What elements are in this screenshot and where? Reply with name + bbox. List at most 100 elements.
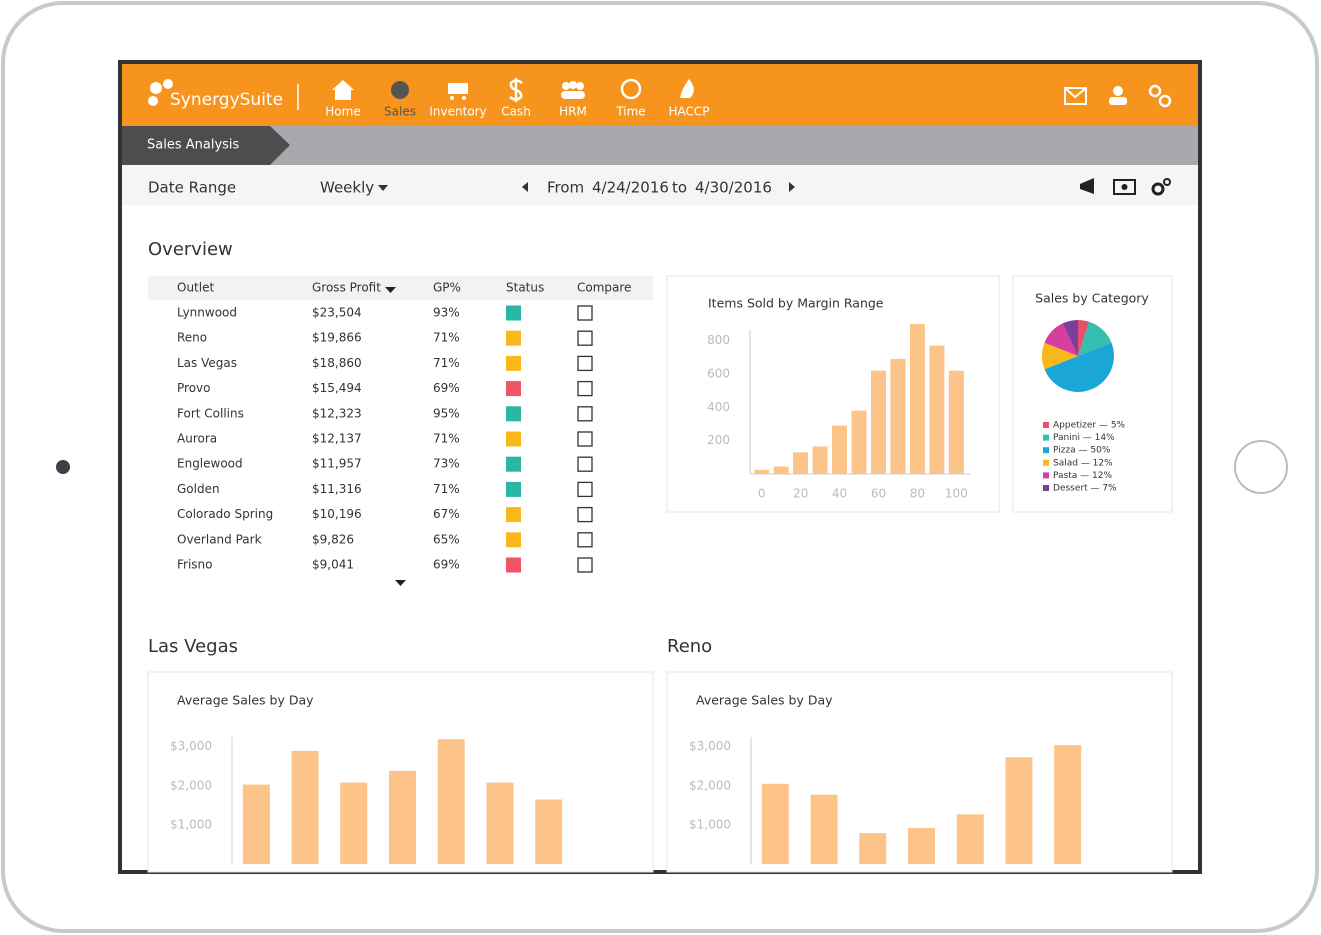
column-header[interactable]: Outlet [177,281,214,295]
pie-slice [1042,342,1078,370]
brand[interactable]: SynergySuite [170,90,283,110]
y-tick-label: $1,000 [170,817,212,831]
nav-item[interactable]: Home [325,105,360,119]
cell: $10,196 [312,507,362,521]
compare-checkbox[interactable] [577,506,593,523]
cell: 71% [433,432,460,446]
column-header[interactable]: Status [506,281,544,295]
bar [773,466,789,474]
header-icons[interactable] [1064,84,1172,108]
bar [793,452,809,474]
column-header[interactable]: Gross Profit [312,281,381,295]
cell: $23,504 [312,306,362,320]
column-header[interactable]: GP% [433,281,461,295]
status [506,305,521,321]
cell: 95% [433,406,460,420]
nav-item[interactable]: HRM [559,105,587,119]
column-header[interactable]: Compare [577,281,631,295]
next[interactable] [789,182,795,192]
cell: Reno [177,331,207,345]
compare-checkbox[interactable] [577,330,593,346]
cell: 69% [433,381,460,395]
cell: Fort Collins [177,406,244,420]
bar [437,739,465,864]
nav-item[interactable]: Sales [384,105,416,119]
x-tick-label: 40 [832,487,847,501]
compare-checkbox[interactable] [577,355,593,372]
cell: Frisno [177,558,213,572]
compare-checkbox[interactable] [577,305,593,321]
bar [890,359,906,474]
sort-caret[interactable] [385,287,396,293]
prev[interactable] [522,182,528,192]
y-tick-label: 800 [707,333,730,347]
subnav [122,126,1198,165]
legend-swatch [1043,459,1049,466]
top-nav [122,64,1198,126]
legend-label: Appetizer — 5% [1053,421,1126,431]
nav-item[interactable]: Time [615,105,645,119]
chart-title: Average Sales by Day [696,693,833,708]
logo [148,79,173,106]
to: to [672,179,687,197]
toolbar [122,165,1198,205]
compare-checkbox[interactable] [577,380,593,397]
chart-title: Items Sold by Margin Range [708,296,884,311]
y-tick-label: 200 [707,433,730,447]
card [1012,275,1173,513]
camera [56,460,70,474]
bar [1054,745,1082,864]
bar [754,469,770,474]
bar [851,410,867,474]
cell: $12,137 [312,432,362,446]
section-heading: Las Vegas [148,636,238,657]
compare-checkbox[interactable] [577,557,593,573]
period-select[interactable]: Weekly [320,179,374,197]
bar [389,770,416,864]
cell: $18,860 [312,356,362,370]
tool-icons[interactable] [1080,178,1171,196]
cell: $15,494 [312,381,362,395]
breadcrumb[interactable]: Sales Analysis [147,138,240,153]
chart-title: Average Sales by Day [177,693,314,708]
y-tick-label: $2,000 [689,778,731,792]
bar [535,799,563,864]
cell: Aurora [177,432,217,446]
cell: $11,316 [312,482,362,496]
bar [340,782,368,864]
nav-item[interactable]: Inventory [429,105,486,119]
legend-swatch [1043,434,1049,441]
compare-checkbox[interactable] [577,481,593,498]
nav-item[interactable]: HACCP [668,105,709,119]
compare-checkbox[interactable] [577,456,593,472]
nav-icons [332,78,694,102]
bar [761,783,789,864]
compare-checkbox[interactable] [577,431,593,447]
pie-slice [1044,342,1114,392]
section-heading: Reno [667,636,712,657]
caret[interactable] [378,185,388,191]
compare-checkbox[interactable] [577,532,593,548]
status [506,532,521,548]
x-tick-label: 60 [871,487,886,501]
x-tick-label: 80 [910,487,925,501]
from: From [547,179,584,197]
legend-swatch [1043,447,1049,454]
legend-swatch [1043,472,1049,479]
status [506,406,521,422]
legend-label: Pasta — 12% [1053,471,1112,481]
cell: $11,957 [312,457,362,471]
bar [948,370,964,474]
more-caret[interactable] [395,580,406,586]
pie-slice [1044,323,1078,356]
nav-item[interactable]: Cash [501,105,531,119]
legend-swatch [1043,485,1049,491]
status [506,481,521,497]
home-button[interactable] [1234,440,1288,494]
cell: 67% [433,507,460,521]
cell: Colorado Spring [177,507,273,521]
y-tick-label: 600 [707,367,730,381]
cell: 71% [433,482,460,496]
compare-checkbox[interactable] [577,406,593,422]
bar [956,814,984,864]
